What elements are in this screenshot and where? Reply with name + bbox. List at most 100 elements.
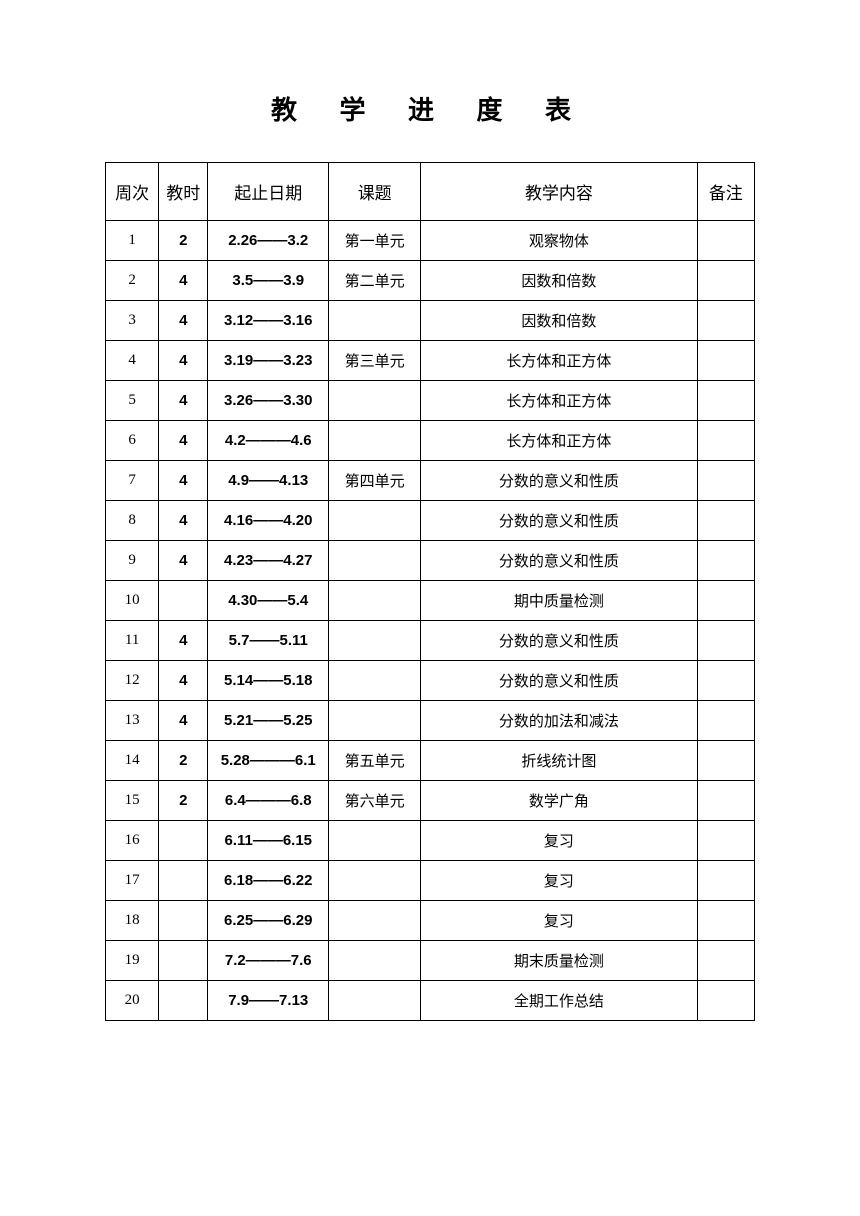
cell-date: 4.9——4.13 [208, 461, 329, 501]
cell-date: 4.23——4.27 [208, 541, 329, 581]
cell-note [697, 381, 754, 421]
cell-topic [329, 661, 421, 701]
cell-week: 13 [106, 701, 159, 741]
cell-date: 3.5——3.9 [208, 261, 329, 301]
cell-week: 12 [106, 661, 159, 701]
cell-week: 16 [106, 821, 159, 861]
cell-week: 15 [106, 781, 159, 821]
cell-week: 3 [106, 301, 159, 341]
cell-content: 复习 [421, 901, 697, 941]
cell-date: 6.4———6.8 [208, 781, 329, 821]
cell-topic: 第四单元 [329, 461, 421, 501]
header-note: 备注 [697, 163, 754, 221]
cell-week: 14 [106, 741, 159, 781]
cell-note [697, 941, 754, 981]
table-row: 243.5——3.9第二单元因数和倍数 [106, 261, 755, 301]
cell-hours: 4 [159, 501, 208, 541]
cell-note [697, 741, 754, 781]
cell-topic: 第二单元 [329, 261, 421, 301]
cell-content: 复习 [421, 821, 697, 861]
cell-topic [329, 621, 421, 661]
cell-topic [329, 581, 421, 621]
cell-week: 11 [106, 621, 159, 661]
cell-date: 5.14——5.18 [208, 661, 329, 701]
cell-note [697, 821, 754, 861]
cell-date: 6.18——6.22 [208, 861, 329, 901]
cell-date: 3.12——3.16 [208, 301, 329, 341]
cell-content: 分数的加法和减法 [421, 701, 697, 741]
cell-content: 分数的意义和性质 [421, 541, 697, 581]
cell-topic [329, 861, 421, 901]
cell-note [697, 341, 754, 381]
cell-hours: 4 [159, 381, 208, 421]
cell-content: 复习 [421, 861, 697, 901]
cell-week: 9 [106, 541, 159, 581]
table-row: 844.16——4.20分数的意义和性质 [106, 501, 755, 541]
cell-topic: 第六单元 [329, 781, 421, 821]
cell-date: 5.28———6.1 [208, 741, 329, 781]
table-row: 1425.28———6.1第五单元折线统计图 [106, 741, 755, 781]
cell-hours [159, 941, 208, 981]
cell-hours: 4 [159, 541, 208, 581]
cell-date: 6.25——6.29 [208, 901, 329, 941]
cell-date: 3.26——3.30 [208, 381, 329, 421]
cell-content: 折线统计图 [421, 741, 697, 781]
cell-date: 4.16——4.20 [208, 501, 329, 541]
schedule-table: 周次 教时 起止日期 课题 教学内容 备注 122.26——3.2第一单元观察物… [105, 162, 755, 1021]
cell-hours: 2 [159, 781, 208, 821]
cell-note [697, 701, 754, 741]
cell-date: 6.11——6.15 [208, 821, 329, 861]
cell-topic: 第三单元 [329, 341, 421, 381]
cell-hours: 4 [159, 661, 208, 701]
cell-hours: 4 [159, 341, 208, 381]
cell-week: 2 [106, 261, 159, 301]
cell-note [697, 581, 754, 621]
cell-date: 4.30——5.4 [208, 581, 329, 621]
cell-content: 期中质量检测 [421, 581, 697, 621]
header-week: 周次 [106, 163, 159, 221]
cell-date: 5.21——5.25 [208, 701, 329, 741]
cell-note [697, 501, 754, 541]
cell-topic [329, 501, 421, 541]
cell-topic [329, 541, 421, 581]
header-content: 教学内容 [421, 163, 697, 221]
table-row: 122.26——3.2第一单元观察物体 [106, 221, 755, 261]
cell-note [697, 781, 754, 821]
cell-topic [329, 421, 421, 461]
cell-hours: 2 [159, 221, 208, 261]
cell-content: 分数的意义和性质 [421, 661, 697, 701]
cell-topic [329, 381, 421, 421]
table-row: 1245.14——5.18 分数的意义和性质 [106, 661, 755, 701]
cell-date: 2.26——3.2 [208, 221, 329, 261]
table-body: 122.26——3.2第一单元观察物体243.5——3.9第二单元因数和倍数34… [106, 221, 755, 1021]
cell-hours: 4 [159, 701, 208, 741]
cell-note [697, 621, 754, 661]
cell-hours: 4 [159, 621, 208, 661]
table-row: 197.2———7.6期末质量检测 [106, 941, 755, 981]
cell-topic: 第五单元 [329, 741, 421, 781]
table-header-row: 周次 教时 起止日期 课题 教学内容 备注 [106, 163, 755, 221]
cell-note [697, 661, 754, 701]
table-row: 186.25——6.29复习 [106, 901, 755, 941]
cell-hours [159, 901, 208, 941]
cell-note [697, 981, 754, 1021]
cell-note [697, 901, 754, 941]
cell-week: 20 [106, 981, 159, 1021]
cell-topic [329, 981, 421, 1021]
cell-note [697, 261, 754, 301]
cell-content: 因数和倍数 [421, 301, 697, 341]
cell-content: 观察物体 [421, 221, 697, 261]
cell-week: 6 [106, 421, 159, 461]
header-topic: 课题 [329, 163, 421, 221]
cell-topic [329, 901, 421, 941]
cell-hours: 4 [159, 461, 208, 501]
cell-note [697, 861, 754, 901]
table-row: 744.9——4.13第四单元分数的意义和性质 [106, 461, 755, 501]
cell-note [697, 421, 754, 461]
cell-content: 分数的意义和性质 [421, 501, 697, 541]
cell-hours [159, 981, 208, 1021]
cell-date: 4.2———4.6 [208, 421, 329, 461]
cell-note [697, 461, 754, 501]
cell-content: 因数和倍数 [421, 261, 697, 301]
table-row: 1145.7——5.11分数的意义和性质 [106, 621, 755, 661]
